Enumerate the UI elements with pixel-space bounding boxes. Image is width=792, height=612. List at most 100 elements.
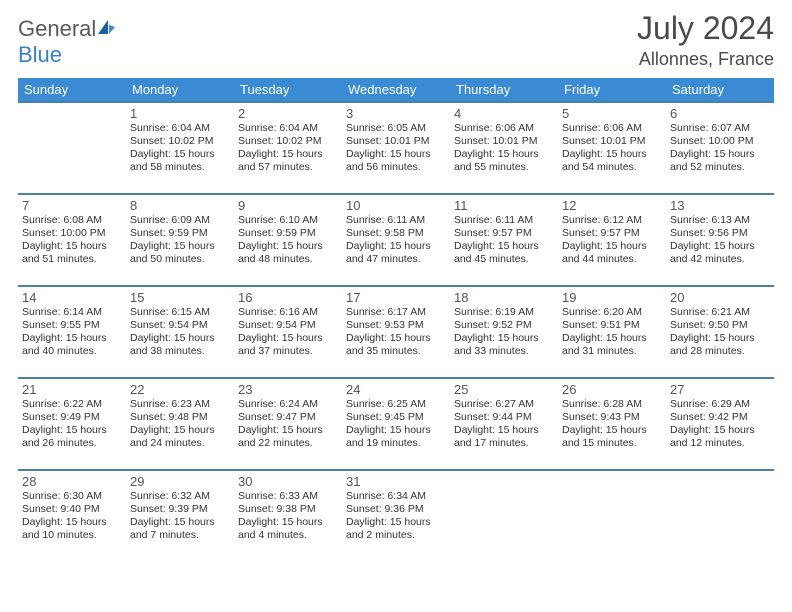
- calendar-cell: [558, 470, 666, 562]
- calendar-cell: 3Sunrise: 6:05 AMSunset: 10:01 PMDayligh…: [342, 102, 450, 194]
- daylight-line: Daylight: 15 hours and 4 minutes.: [238, 516, 338, 542]
- sunrise-line: Sunrise: 6:23 AM: [130, 398, 230, 411]
- day-number: 16: [238, 290, 338, 305]
- calendar-cell: 6Sunrise: 6:07 AMSunset: 10:00 PMDayligh…: [666, 102, 774, 194]
- sunset-line: Sunset: 9:50 PM: [670, 319, 770, 332]
- daylight-line: Daylight: 15 hours and 2 minutes.: [346, 516, 446, 542]
- sunrise-line: Sunrise: 6:19 AM: [454, 306, 554, 319]
- day-header: Thursday: [450, 78, 558, 102]
- daylight-line: Daylight: 15 hours and 50 minutes.: [130, 240, 230, 266]
- day-number: 7: [22, 198, 122, 213]
- day-number: 17: [346, 290, 446, 305]
- sunset-line: Sunset: 9:48 PM: [130, 411, 230, 424]
- brand-name-right: Blue: [18, 42, 62, 67]
- day-number: 26: [562, 382, 662, 397]
- sunset-line: Sunset: 9:42 PM: [670, 411, 770, 424]
- sunrise-line: Sunrise: 6:27 AM: [454, 398, 554, 411]
- sunset-line: Sunset: 9:58 PM: [346, 227, 446, 240]
- sunrise-line: Sunrise: 6:24 AM: [238, 398, 338, 411]
- day-header: Friday: [558, 78, 666, 102]
- sunset-line: Sunset: 9:40 PM: [22, 503, 122, 516]
- calendar-cell: 30Sunrise: 6:33 AMSunset: 9:38 PMDayligh…: [234, 470, 342, 562]
- day-number: 29: [130, 474, 230, 489]
- calendar-table: SundayMondayTuesdayWednesdayThursdayFrid…: [18, 78, 774, 562]
- day-number: 14: [22, 290, 122, 305]
- day-number: 28: [22, 474, 122, 489]
- calendar-cell: [18, 102, 126, 194]
- sunrise-line: Sunrise: 6:34 AM: [346, 490, 446, 503]
- day-number: 19: [562, 290, 662, 305]
- sunrise-line: Sunrise: 6:10 AM: [238, 214, 338, 227]
- sunset-line: Sunset: 9:49 PM: [22, 411, 122, 424]
- sunrise-line: Sunrise: 6:04 AM: [238, 122, 338, 135]
- daylight-line: Daylight: 15 hours and 19 minutes.: [346, 424, 446, 450]
- day-number: 13: [670, 198, 770, 213]
- daylight-line: Daylight: 15 hours and 45 minutes.: [454, 240, 554, 266]
- sunset-line: Sunset: 10:00 PM: [22, 227, 122, 240]
- daylight-line: Daylight: 15 hours and 12 minutes.: [670, 424, 770, 450]
- calendar-cell: 1Sunrise: 6:04 AMSunset: 10:02 PMDayligh…: [126, 102, 234, 194]
- sunrise-line: Sunrise: 6:05 AM: [346, 122, 446, 135]
- day-number: 25: [454, 382, 554, 397]
- daylight-line: Daylight: 15 hours and 10 minutes.: [22, 516, 122, 542]
- calendar-cell: 24Sunrise: 6:25 AMSunset: 9:45 PMDayligh…: [342, 378, 450, 470]
- calendar-cell: 16Sunrise: 6:16 AMSunset: 9:54 PMDayligh…: [234, 286, 342, 378]
- sunrise-line: Sunrise: 6:09 AM: [130, 214, 230, 227]
- sunset-line: Sunset: 10:01 PM: [454, 135, 554, 148]
- calendar-cell: 9Sunrise: 6:10 AMSunset: 9:59 PMDaylight…: [234, 194, 342, 286]
- calendar-cell: 18Sunrise: 6:19 AMSunset: 9:52 PMDayligh…: [450, 286, 558, 378]
- sunrise-line: Sunrise: 6:17 AM: [346, 306, 446, 319]
- sunrise-line: Sunrise: 6:04 AM: [130, 122, 230, 135]
- daylight-line: Daylight: 15 hours and 40 minutes.: [22, 332, 122, 358]
- sunrise-line: Sunrise: 6:33 AM: [238, 490, 338, 503]
- daylight-line: Daylight: 15 hours and 37 minutes.: [238, 332, 338, 358]
- daylight-line: Daylight: 15 hours and 26 minutes.: [22, 424, 122, 450]
- sunrise-line: Sunrise: 6:25 AM: [346, 398, 446, 411]
- calendar-cell: 21Sunrise: 6:22 AMSunset: 9:49 PMDayligh…: [18, 378, 126, 470]
- sunrise-line: Sunrise: 6:30 AM: [22, 490, 122, 503]
- sunset-line: Sunset: 9:57 PM: [454, 227, 554, 240]
- sunset-line: Sunset: 9:45 PM: [346, 411, 446, 424]
- calendar-body: 1Sunrise: 6:04 AMSunset: 10:02 PMDayligh…: [18, 102, 774, 562]
- sunrise-line: Sunrise: 6:15 AM: [130, 306, 230, 319]
- calendar-cell: 29Sunrise: 6:32 AMSunset: 9:39 PMDayligh…: [126, 470, 234, 562]
- day-header: Tuesday: [234, 78, 342, 102]
- day-number: 8: [130, 198, 230, 213]
- day-header: Monday: [126, 78, 234, 102]
- day-number: 24: [346, 382, 446, 397]
- brand-sail-icon: [96, 16, 116, 42]
- daylight-line: Daylight: 15 hours and 33 minutes.: [454, 332, 554, 358]
- calendar-cell: 15Sunrise: 6:15 AMSunset: 9:54 PMDayligh…: [126, 286, 234, 378]
- calendar-cell: 27Sunrise: 6:29 AMSunset: 9:42 PMDayligh…: [666, 378, 774, 470]
- calendar-week-row: 7Sunrise: 6:08 AMSunset: 10:00 PM Dayligh…: [18, 194, 774, 286]
- day-number: 15: [130, 290, 230, 305]
- daylight-line: Daylight: 15 hours and 44 minutes.: [562, 240, 662, 266]
- sunset-line: Sunset: 9:51 PM: [562, 319, 662, 332]
- sunrise-line: Sunrise: 6:11 AM: [346, 214, 446, 227]
- day-number: 18: [454, 290, 554, 305]
- calendar-cell: 25Sunrise: 6:27 AMSunset: 9:44 PMDayligh…: [450, 378, 558, 470]
- sunrise-line: Sunrise: 6:13 AM: [670, 214, 770, 227]
- daylight-line: Daylight: 15 hours and 38 minutes.: [130, 332, 230, 358]
- day-number: 9: [238, 198, 338, 213]
- day-number: 23: [238, 382, 338, 397]
- sunset-line: Sunset: 10:01 PM: [562, 135, 662, 148]
- sunrise-line: Sunrise: 6:12 AM: [562, 214, 662, 227]
- daylight-line: Daylight: 15 hours and 7 minutes.: [130, 516, 230, 542]
- sunset-line: Sunset: 9:59 PM: [130, 227, 230, 240]
- daylight-line: Daylight: 15 hours and 56 minutes.: [346, 148, 446, 174]
- sunset-line: Sunset: 9:59 PM: [238, 227, 338, 240]
- calendar-week-row: 28Sunrise: 6:30 AMSunset: 9:40 PMDayligh…: [18, 470, 774, 562]
- sunrise-line: Sunrise: 6:22 AM: [22, 398, 122, 411]
- sunrise-line: Sunrise: 6:06 AM: [562, 122, 662, 135]
- sunrise-line: Sunrise: 6:08 AM: [22, 214, 122, 227]
- sunset-line: Sunset: 10:01 PM: [346, 135, 446, 148]
- day-number: 3: [346, 106, 446, 121]
- calendar-cell: 22Sunrise: 6:23 AMSunset: 9:48 PMDayligh…: [126, 378, 234, 470]
- sunrise-line: Sunrise: 6:14 AM: [22, 306, 122, 319]
- sunset-line: Sunset: 9:55 PM: [22, 319, 122, 332]
- sunset-line: Sunset: 9:53 PM: [346, 319, 446, 332]
- sunrise-line: Sunrise: 6:07 AM: [670, 122, 770, 135]
- calendar-cell: 14Sunrise: 6:14 AMSunset: 9:55 PMDayligh…: [18, 286, 126, 378]
- daylight-line: Daylight: 15 hours and 35 minutes.: [346, 332, 446, 358]
